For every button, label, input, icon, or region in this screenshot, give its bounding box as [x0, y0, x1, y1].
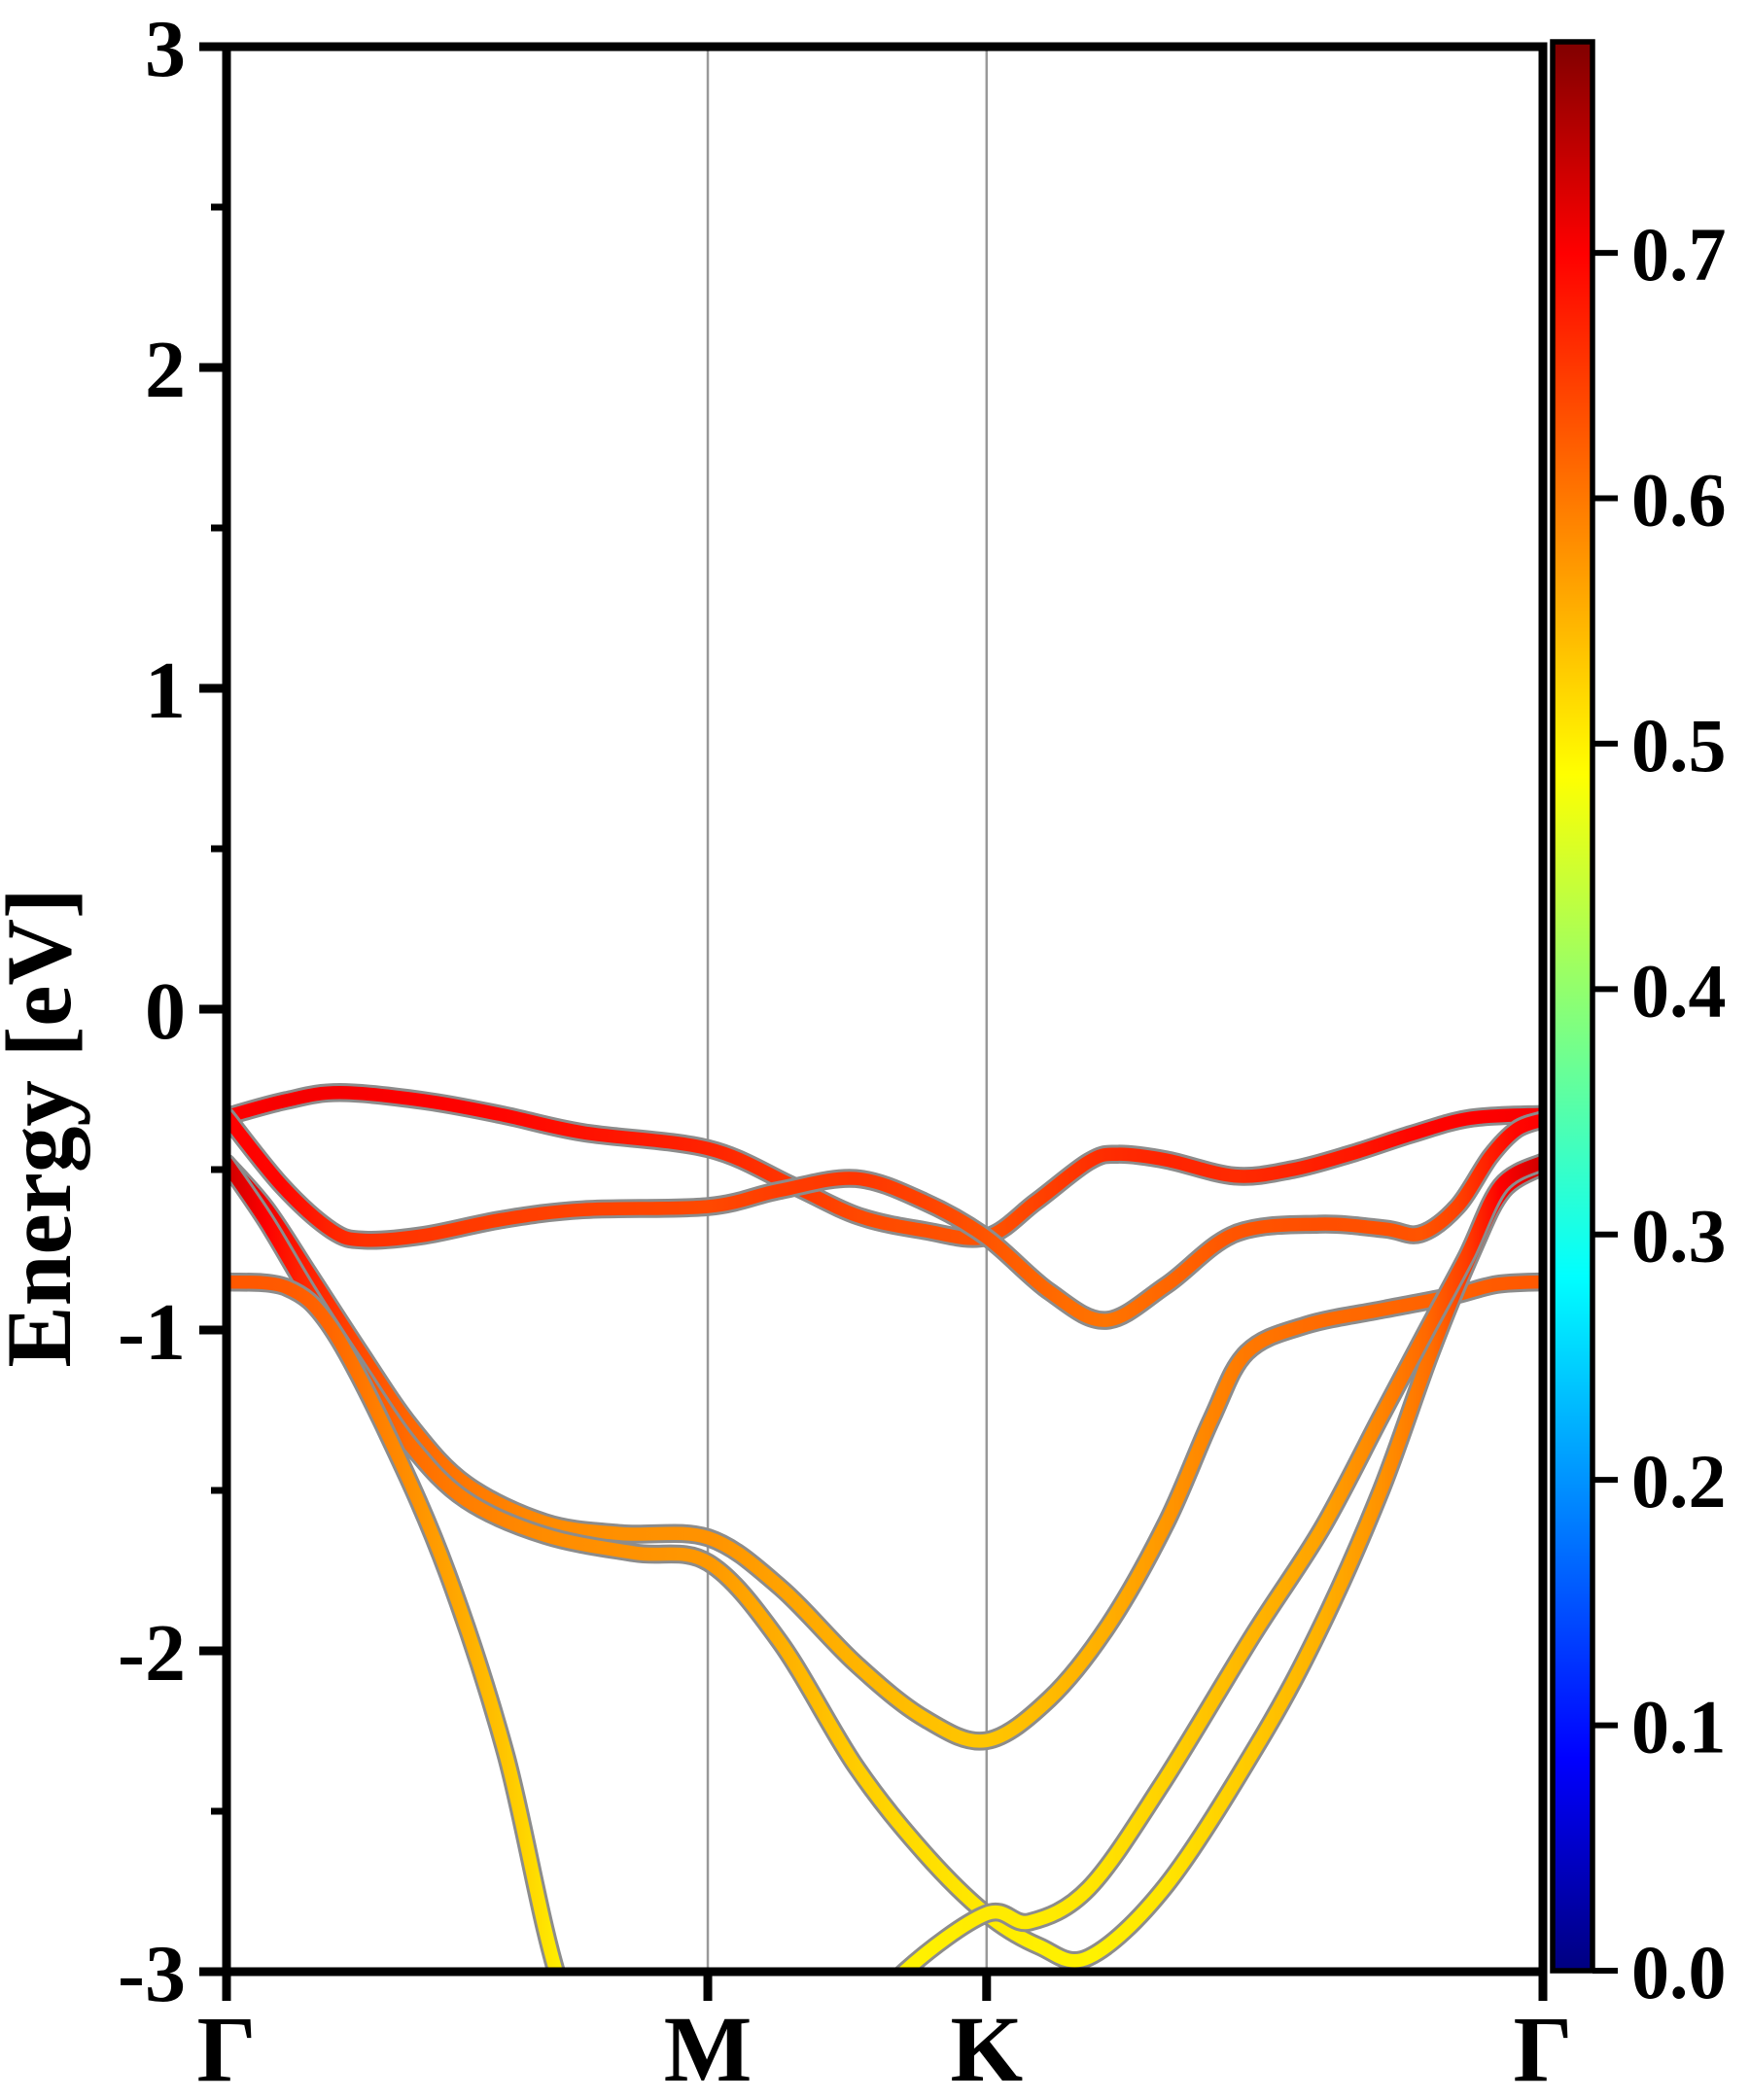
x-tick-label: Γ	[1513, 1997, 1572, 2100]
colorbar-bar	[1553, 42, 1592, 1971]
y-tick-label: -1	[118, 1287, 186, 1378]
y-tick-label: -2	[118, 1608, 186, 1698]
y-tick-label: 0	[145, 966, 186, 1057]
colorbar-tick-label: 0.1	[1631, 1685, 1727, 1769]
band-4-core	[227, 1156, 1543, 1968]
band-3-core	[227, 1156, 1543, 1748]
x-tick-label: K	[950, 1997, 1023, 2100]
band-1	[227, 1083, 1543, 1248]
colorbar-tick-label: 0.3	[1631, 1194, 1727, 1278]
band-5-outline	[227, 1152, 1543, 1972]
y-tick-label: 1	[145, 646, 186, 736]
band-curves	[227, 1083, 1543, 1972]
colorbar-tick-label: 0.4	[1631, 948, 1727, 1032]
y-tick-label: 3	[145, 4, 186, 94]
band-1-core	[227, 1086, 1543, 1245]
band-5	[227, 1152, 1543, 1972]
band-4	[227, 1153, 1543, 1971]
y-tick-label: -3	[118, 1929, 186, 2019]
colorbar-tick-label: 0.0	[1631, 1930, 1727, 2014]
colorbar: 0.7 0.6 0.5 0.4 0.3 0.2 0.1 0.0	[1550, 39, 1727, 2014]
y-axis-label: Energy [eV]	[0, 888, 90, 1367]
plot-gridlines	[706, 47, 989, 1972]
band-2	[227, 1106, 1543, 1330]
colorbar-tick-label: 0.6	[1631, 457, 1727, 542]
colorbar-tick-label: 0.5	[1631, 703, 1727, 788]
x-tick-label: M	[664, 1997, 752, 2100]
band-2-core	[227, 1109, 1543, 1327]
y-tick-label: 2	[145, 325, 186, 415]
x-tick-label: Γ	[196, 1997, 256, 2100]
axis-ticks	[199, 42, 1548, 2001]
colorbar-tick-label: 0.7	[1631, 212, 1727, 297]
colorbar-border	[1550, 39, 1595, 1974]
band-3	[227, 1153, 1543, 1751]
colorbar-tick-label: 0.2	[1631, 1439, 1727, 1523]
band-5-core	[227, 1155, 1543, 1972]
